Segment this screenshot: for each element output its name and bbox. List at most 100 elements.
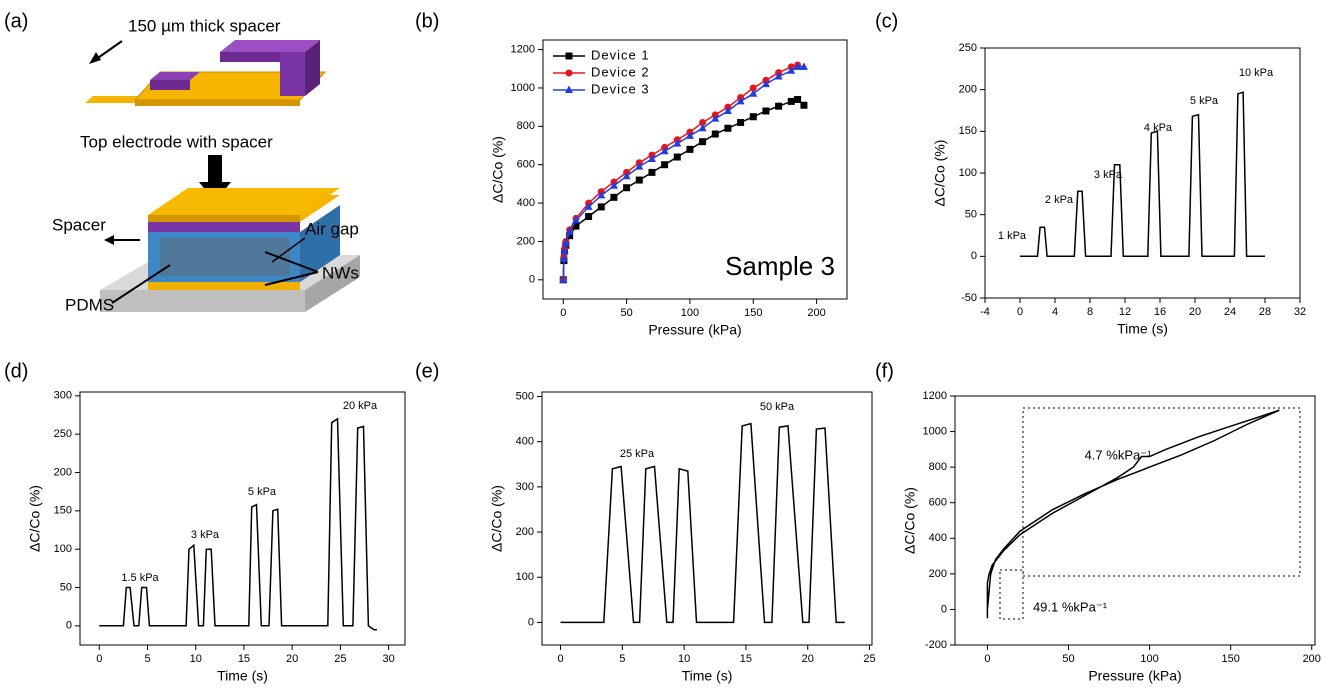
annotation: 3 kPa (1094, 169, 1123, 181)
x-tick-label: 200 (807, 307, 825, 319)
marker (774, 71, 783, 80)
marker (565, 227, 574, 235)
annotation: 5 kPa (248, 486, 277, 498)
y-tick-label: 0 (971, 250, 977, 262)
marker (749, 84, 757, 92)
y-tick-label: 600 (517, 159, 535, 171)
pointer (111, 264, 171, 304)
x-axis-label: Time (s) (217, 668, 268, 684)
data-line (562, 64, 798, 280)
y-tick-label: 100 (516, 571, 534, 583)
marker (622, 171, 631, 180)
marker (723, 106, 732, 114)
y-tick-label: 1200 (923, 390, 947, 402)
pointer-head (89, 52, 101, 64)
marker (561, 238, 570, 247)
x-tick-label: 5 (144, 653, 150, 665)
data-line (99, 417, 377, 631)
plot-frame (984, 47, 1301, 299)
y-axis-label: ΔC/Co (%) (902, 487, 918, 554)
marker (736, 96, 745, 105)
panel-label: (e) (415, 360, 439, 382)
y-tick-label: 100 (54, 543, 72, 555)
y-tick-label: 800 (929, 461, 947, 473)
dashed-box (999, 569, 1024, 620)
plot-frame (79, 391, 406, 646)
x-tick-label: 0 (557, 653, 563, 665)
marker (660, 146, 669, 155)
panel-label: (d) (4, 360, 28, 382)
x-tick-label: 0 (96, 653, 102, 665)
x-tick-label: 8 (1087, 306, 1093, 318)
annotation: 2 kPa (1045, 194, 1074, 206)
y-tick-label: 200 (516, 526, 534, 538)
marker (559, 254, 568, 262)
panel-label: (a) (4, 10, 28, 32)
x-tick-label: 30 (382, 653, 394, 665)
marker (762, 107, 770, 115)
spacer (220, 40, 320, 52)
y-tick-label: 50 (965, 209, 977, 221)
marker (686, 145, 694, 153)
label: NWs (322, 263, 359, 282)
annotation: 4 kPa (1144, 122, 1173, 134)
x-tick-label: 25 (863, 653, 875, 665)
y-tick-label: 400 (516, 436, 534, 448)
marker (699, 138, 707, 146)
label: PDMS (65, 295, 114, 314)
y-tick-label: -50 (961, 292, 977, 304)
marker (566, 232, 574, 240)
x-tick-label: 0 (1017, 306, 1023, 318)
marker (560, 246, 569, 255)
marker (597, 203, 605, 211)
nws-side (300, 205, 340, 282)
label: Spacer (52, 215, 106, 234)
pointer (264, 271, 319, 286)
y-tick-label: 200 (959, 84, 977, 96)
x-tick-label: 16 (1154, 306, 1166, 318)
y-axis-label: ΔC/Co (%) (932, 140, 948, 207)
x-tick-label: 100 (1140, 653, 1158, 665)
annotation: Sample 3 (725, 251, 835, 281)
y-tick-label: 150 (959, 125, 977, 137)
x-tick-label: 50 (1062, 653, 1074, 665)
marker (648, 168, 656, 176)
marker (699, 118, 707, 126)
x-axis-label: Time (s) (682, 668, 733, 684)
marker (761, 79, 770, 88)
y-tick-label: 1200 (511, 43, 535, 55)
x-tick-label: 4 (1052, 306, 1058, 318)
x-tick-label: 200 (1303, 653, 1321, 665)
chart: (c) -4 0 4 8 12 16 20 24 28 32 -50 0 50 100 150 200 250 Ti… (875, 10, 1306, 336)
y-axis-label: ΔC/Co (%) (489, 485, 505, 552)
y-tick-label: 0 (941, 603, 947, 615)
x-tick-label: 20 (1189, 306, 1201, 318)
legend-marker (565, 85, 573, 93)
nws (160, 238, 290, 276)
marker (787, 66, 796, 74)
marker (749, 113, 757, 121)
marker (794, 95, 802, 103)
arrow (208, 155, 222, 183)
legend-marker (565, 69, 573, 77)
annotation: 10 kPa (1239, 67, 1274, 79)
data-line (562, 66, 804, 280)
marker (698, 123, 707, 132)
x-tick-label: 50 (620, 307, 632, 319)
marker (749, 89, 758, 97)
data-line (560, 422, 845, 624)
marker (572, 222, 580, 230)
y-tick-label: 800 (517, 120, 535, 132)
x-tick-label: 20 (802, 653, 814, 665)
dashed-box (1022, 407, 1301, 577)
x-tick-label: 32 (1294, 306, 1306, 318)
annotation: 50 kPa (760, 401, 795, 413)
y-tick-label: 300 (54, 390, 72, 402)
plot-frame (954, 395, 1316, 646)
legend-label: Device 3 (591, 81, 650, 96)
marker (623, 184, 631, 192)
y-tick-label: 400 (517, 197, 535, 209)
y-tick-label: 150 (54, 505, 72, 517)
pointer-head (104, 235, 114, 245)
